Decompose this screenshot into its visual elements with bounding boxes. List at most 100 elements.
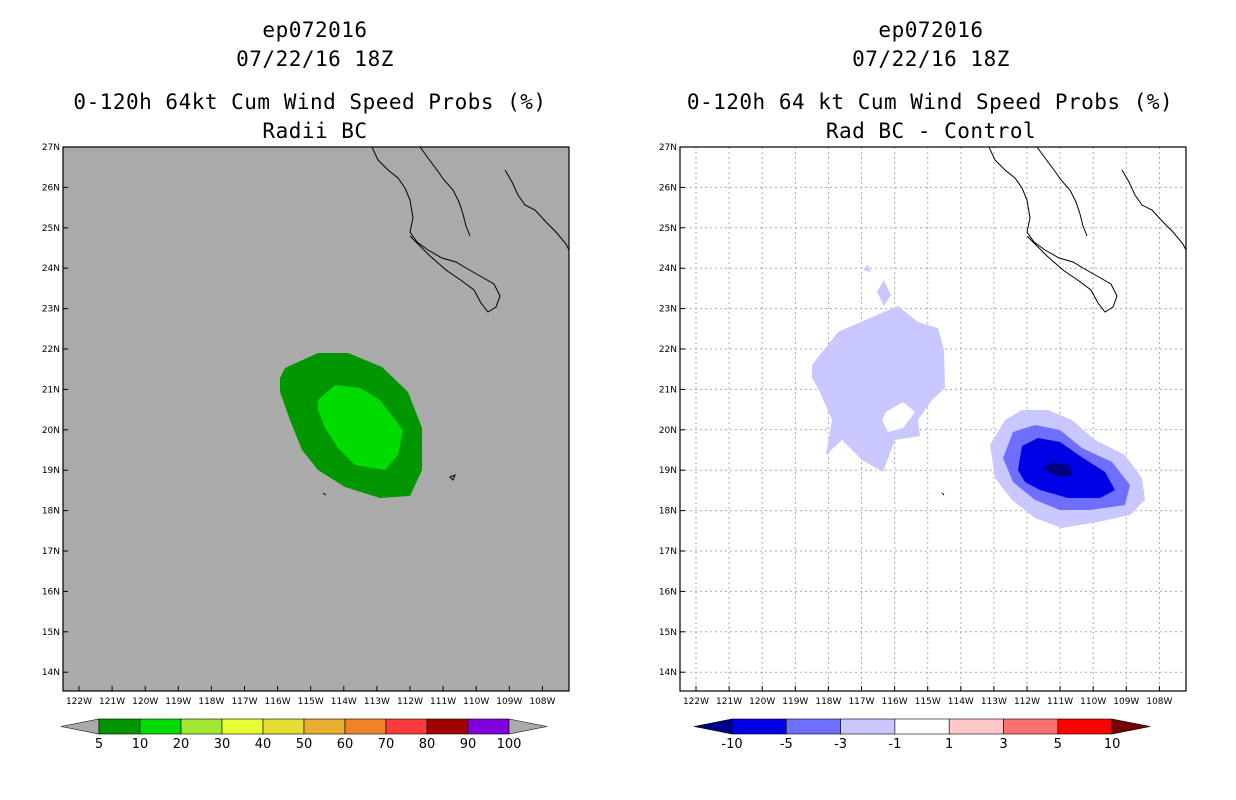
left-map-frame xyxy=(62,146,570,692)
colorbar-segment xyxy=(385,718,428,735)
colorbar-label: 30 xyxy=(214,737,231,752)
colorbar-label: -10 xyxy=(721,737,742,752)
lat-label: 20N xyxy=(659,426,677,436)
lat-label: 24N xyxy=(659,264,677,274)
colorbar-high-arrow xyxy=(1111,718,1151,735)
colorbar-label: 20 xyxy=(173,737,190,752)
lon-label: 119W xyxy=(165,697,191,707)
lon-label: 122W xyxy=(683,697,709,707)
lon-label: 116W xyxy=(265,697,291,707)
coastline-mainland xyxy=(419,147,569,251)
lon-label: 112W xyxy=(397,697,423,707)
lat-label: 27N xyxy=(659,143,677,153)
island xyxy=(322,492,327,496)
lon-label: 108W xyxy=(1146,697,1172,707)
colorbar-label: 50 xyxy=(296,737,313,752)
lon-label: 115W xyxy=(298,697,324,707)
lon-label: 112W xyxy=(1014,697,1040,707)
colorbar-label: 70 xyxy=(378,737,395,752)
colorbar-segment xyxy=(467,718,510,735)
colorbar-segment xyxy=(731,718,787,735)
lat-label: 22N xyxy=(659,345,677,355)
left-subtitle: Radii BC xyxy=(262,119,368,143)
colorbar-segment xyxy=(785,718,841,735)
lon-label: 110W xyxy=(463,697,489,707)
colorbar-segment xyxy=(1057,718,1113,735)
lat-label: 19N xyxy=(42,466,60,476)
lat-label: 20N xyxy=(42,426,60,436)
lon-label: 111W xyxy=(430,697,456,707)
colorbar-label: -3 xyxy=(834,737,847,752)
lat-label: 24N xyxy=(42,264,60,274)
lat-label: 25N xyxy=(659,224,677,234)
right-storm-id: ep072016 xyxy=(878,18,984,42)
diff-contour-minus10 xyxy=(1043,462,1072,476)
colorbar-segment xyxy=(98,718,141,735)
lon-label: 109W xyxy=(1113,697,1139,707)
lat-label: 21N xyxy=(659,385,677,395)
right-map-panel: 27N 26N 25N 24N 23N 22N 21N 20N 19N 18N 17N 16N 15N 1… xyxy=(659,143,1187,707)
right-axis-ticks: 27N 26N 25N 24N 23N 22N 21N 20N 19N 18N 17N 16N 15N 1… xyxy=(659,143,1173,707)
lon-label: 113W xyxy=(981,697,1007,707)
coastline xyxy=(371,147,501,313)
colorbar-segment xyxy=(948,718,1004,735)
colorbar-low-arrow xyxy=(693,718,733,735)
lat-label: 19N xyxy=(659,466,677,476)
left-axis-ticks: 27N 26N 25N 24N 23N 22N 21N 20N 19N 18N 17N 16N 15N 1… xyxy=(42,143,556,707)
lon-label: 116W xyxy=(882,697,908,707)
island xyxy=(941,492,945,496)
island xyxy=(449,474,456,481)
colorbar-low-arrow xyxy=(60,718,100,735)
right-title: 0-120h 64 kt Cum Wind Speed Probs (%) xyxy=(686,90,1174,114)
left-storm-id: ep072016 xyxy=(262,18,368,42)
colorbar-label: 10 xyxy=(1104,737,1121,752)
lon-label: 120W xyxy=(749,697,775,707)
colorbar-segment xyxy=(303,718,346,735)
lat-label: 15N xyxy=(659,628,677,638)
lat-label: 23N xyxy=(42,305,60,315)
lat-label: 15N xyxy=(42,628,60,638)
colorbar-label: 100 xyxy=(497,737,522,752)
colorbar-label: -5 xyxy=(780,737,793,752)
colorbar-segment xyxy=(1003,718,1059,735)
lat-label: 26N xyxy=(659,183,677,193)
diff-contour-hole xyxy=(882,402,915,432)
colorbar-segment xyxy=(262,718,305,735)
colorbar-label: -1 xyxy=(888,737,901,752)
lon-label: 121W xyxy=(99,697,125,707)
lon-label: 122W xyxy=(66,697,92,707)
colorbar-segment xyxy=(426,718,469,735)
left-datetime: 07/22/16 18Z xyxy=(236,47,394,71)
colorbar-label: 90 xyxy=(460,737,477,752)
coastline xyxy=(988,147,1118,313)
lon-label: 115W xyxy=(915,697,941,707)
colorbar-high-arrow xyxy=(508,718,548,735)
diff-contour-minus1 xyxy=(812,306,945,472)
colorbar-segment xyxy=(139,718,182,735)
lat-label: 26N xyxy=(42,183,60,193)
lat-label: 27N xyxy=(42,143,60,153)
lon-label: 117W xyxy=(848,697,874,707)
lat-label: 16N xyxy=(42,587,60,597)
left-title: 0-120h 64kt Cum Wind Speed Probs (%) xyxy=(73,90,547,114)
right-map-background xyxy=(680,147,1186,691)
prob-contour-10pct xyxy=(318,385,403,470)
lon-label: 121W xyxy=(716,697,742,707)
lon-label: 113W xyxy=(364,697,390,707)
lat-label: 18N xyxy=(42,507,60,517)
lon-label: 114W xyxy=(331,697,357,707)
lat-label: 14N xyxy=(659,668,677,678)
colorbar-segment xyxy=(180,718,223,735)
right-datetime: 07/22/16 18Z xyxy=(852,47,1010,71)
lat-label: 21N xyxy=(42,385,60,395)
right-subtitle: Rad BC - Control xyxy=(825,119,1037,143)
lon-label: 108W xyxy=(529,697,555,707)
diff-contour-minus1-small xyxy=(877,280,891,306)
colorbar-segment xyxy=(840,718,896,735)
diff-contour-minus1-tiny xyxy=(863,265,871,272)
lon-label: 118W xyxy=(198,697,224,707)
colorbar-label: 1 xyxy=(945,737,953,752)
lat-label: 14N xyxy=(42,668,60,678)
lon-label: 110W xyxy=(1080,697,1106,707)
